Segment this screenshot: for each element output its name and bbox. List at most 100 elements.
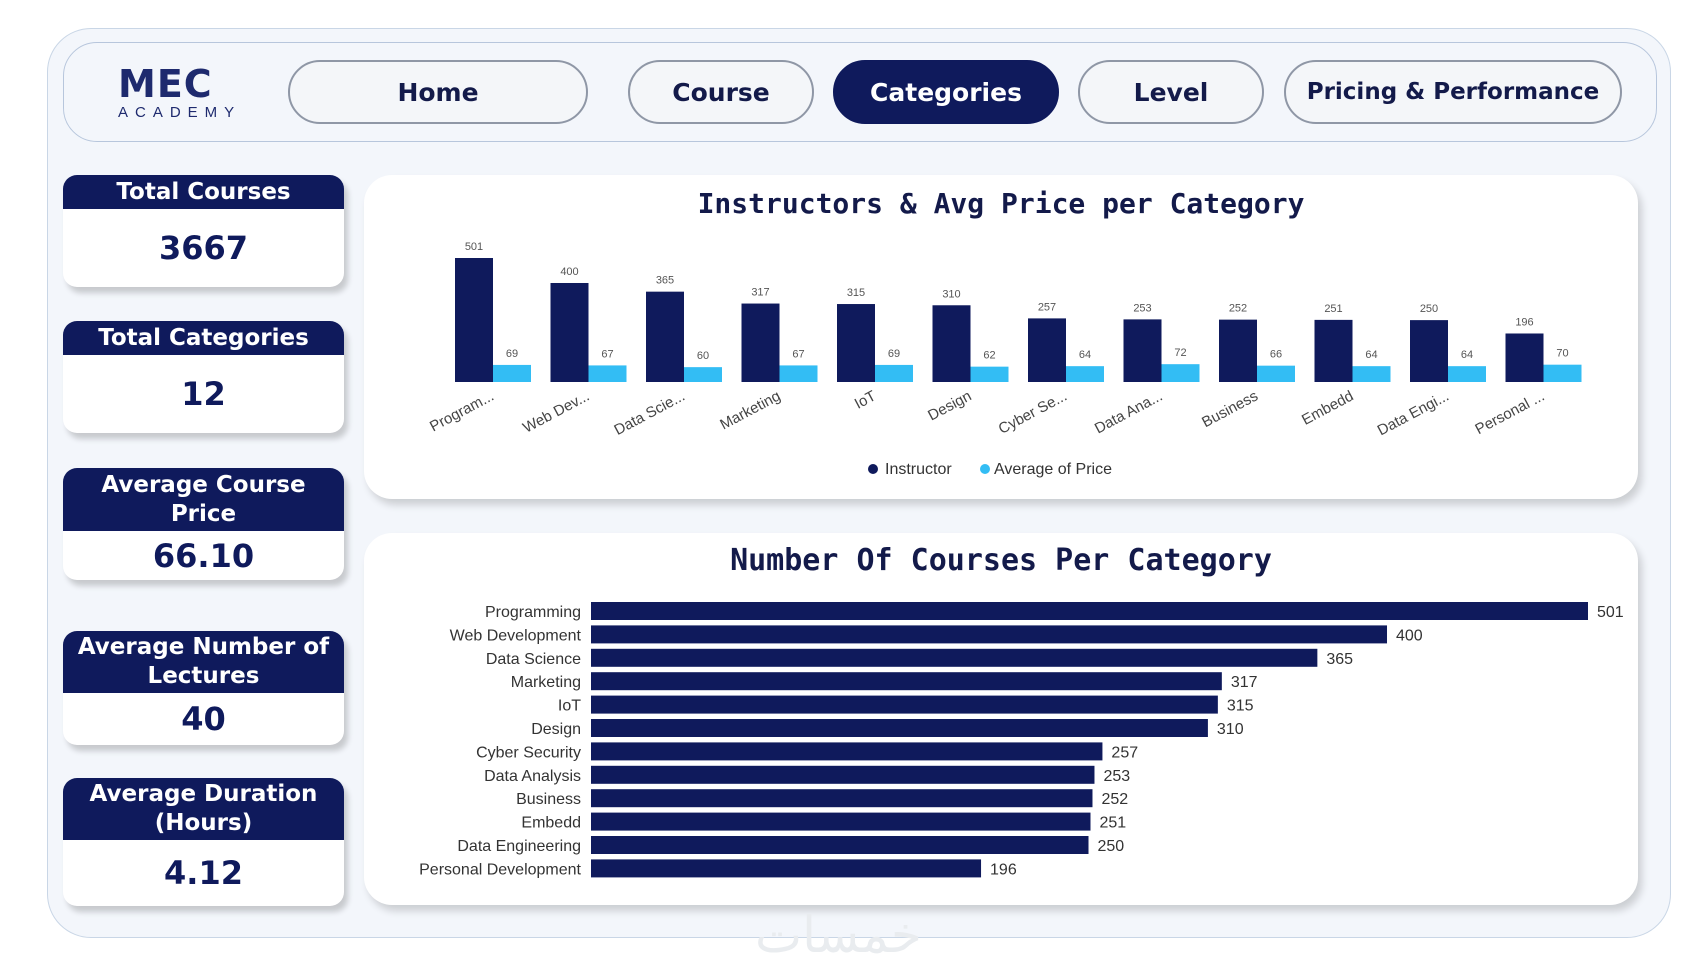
bar-average-price [684, 367, 722, 382]
bar-average-price [588, 365, 627, 382]
data-label-course-count: 400 [1396, 627, 1423, 644]
bar-average-price [970, 366, 1009, 382]
instructors-price-chart-panel: Instructors & Avg Price per Category 501… [364, 175, 1638, 499]
category-tick-label: Data Ana... [1092, 388, 1166, 438]
chart-title-courses-per-category: Number Of Courses Per Category [730, 543, 1272, 578]
data-label-average-price: 69 [506, 348, 518, 360]
category-tick-label: IoT [852, 388, 879, 413]
data-label-instructor: 257 [1038, 301, 1056, 313]
category-label: Marketing [511, 674, 581, 691]
bar-course-count [591, 695, 1218, 714]
kpi-value: 66.10 [152, 536, 255, 575]
bar-average-price [1066, 366, 1104, 382]
category-label: Data Analysis [484, 768, 581, 785]
kpi-total-categories-card: Total Categories 12 [63, 321, 344, 433]
bar-instructor [837, 304, 875, 382]
nav-level-button[interactable]: Level [1078, 60, 1264, 124]
nav-home-button[interactable]: Home [288, 60, 588, 124]
data-label-instructor: 251 [1324, 303, 1342, 315]
data-label-average-price: 67 [792, 348, 804, 360]
courses-per-category-chart-panel: Number Of Courses Per Category Programmi… [364, 533, 1638, 905]
logo-main-text: MEC [118, 62, 213, 106]
data-label-average-price: 62 [983, 350, 995, 362]
bar-course-count [591, 625, 1388, 644]
category-label: IoT [558, 698, 581, 715]
bar-average-price [875, 364, 913, 382]
bar-instructor [1123, 319, 1162, 382]
data-label-instructor: 250 [1420, 303, 1438, 315]
bar-instructor [1505, 333, 1544, 382]
data-label-instructor: 501 [465, 241, 483, 253]
bar-instructor [1219, 319, 1257, 382]
category-label: Cyber Security [476, 744, 581, 761]
category-tick-label: Personal ... [1472, 388, 1547, 439]
nav-course-button[interactable]: Course [628, 60, 814, 124]
kpi-average-duration-card: Average Duration (Hours) 4.12 [63, 778, 344, 906]
bar-average-price [1352, 366, 1391, 382]
bar-instructor [1314, 319, 1353, 382]
data-label-average-price: 64 [1365, 349, 1377, 361]
category-tick-label: Business [1199, 388, 1261, 432]
bar-course-count [591, 859, 982, 878]
logo-sub-text: ACADEMY [118, 104, 242, 121]
data-label-course-count: 310 [1217, 721, 1244, 738]
legend-label-instructor: Instructor [885, 461, 952, 478]
data-label-instructor: 252 [1229, 303, 1247, 315]
data-label-course-count: 317 [1231, 674, 1258, 691]
bar-average-price [779, 365, 818, 382]
kpi-value: 40 [181, 700, 226, 738]
kpi-label: Average Duration (Hours) [63, 778, 344, 840]
bar-instructor [932, 305, 971, 382]
bar-average-price [1257, 365, 1295, 382]
bar-average-price [493, 364, 531, 382]
bar-course-count [591, 789, 1093, 808]
data-label-course-count: 253 [1103, 768, 1130, 785]
kpi-value: 12 [181, 375, 226, 413]
data-label-instructor: 365 [656, 275, 674, 287]
bar-course-count [591, 672, 1222, 691]
data-label-average-price: 72 [1174, 347, 1186, 359]
category-tick-label: Cyber Se... [996, 388, 1070, 438]
data-label-average-price: 64 [1079, 349, 1091, 361]
bar-instructor [455, 258, 493, 382]
chart-title-instructors-price: Instructors & Avg Price per Category [697, 187, 1305, 220]
mec-academy-logo[interactable]: MEC ACADEMY [118, 62, 258, 122]
data-label-course-count: 315 [1227, 698, 1254, 715]
category-tick-label: Data Scie... [611, 388, 687, 439]
data-label-instructor: 253 [1133, 302, 1151, 314]
category-label: Personal Development [419, 861, 581, 878]
category-label: Business [516, 791, 581, 808]
category-tick-label: Web Dev... [520, 388, 592, 437]
data-label-course-count: 196 [990, 861, 1017, 878]
courses-per-category-bar-chart: Programming 501 Web Development 400 Data Sci… [419, 602, 1624, 878]
kpi-value: 4.12 [164, 854, 243, 892]
data-label-average-price: 70 [1556, 348, 1568, 360]
bar-course-count [591, 742, 1103, 761]
data-label-average-price: 69 [888, 348, 900, 360]
bar-instructor [1410, 320, 1448, 382]
data-label-instructor: 317 [751, 287, 769, 299]
kpi-label: Total Categories [63, 321, 344, 355]
data-label-average-price: 64 [1461, 349, 1473, 361]
data-label-average-price: 67 [601, 348, 613, 360]
category-label: Design [531, 721, 581, 738]
category-label: Data Science [486, 651, 581, 668]
nav-categories-button[interactable]: Categories [833, 60, 1059, 124]
data-label-course-count: 250 [1098, 838, 1125, 855]
data-label-instructor: 400 [560, 266, 578, 278]
data-label-course-count: 251 [1099, 815, 1126, 832]
bar-instructor [550, 282, 589, 382]
bar-average-price [1161, 364, 1200, 382]
kpi-label: Average Number of Lectures [63, 631, 344, 693]
bar-average-price [1543, 364, 1582, 382]
category-tick-label: Marketing [717, 388, 783, 434]
bar-average-price [1448, 366, 1486, 382]
bar-course-count [591, 836, 1089, 854]
kpi-label: Average Course Price [63, 468, 344, 531]
bar-course-count [591, 602, 1588, 620]
data-label-course-count: 365 [1326, 651, 1353, 668]
legend-marker-average-price [980, 464, 990, 474]
category-label: Data Engineering [457, 838, 581, 855]
nav-pricing-performance-button[interactable]: Pricing & Performance [1284, 60, 1622, 124]
data-label-course-count: 257 [1111, 744, 1138, 761]
